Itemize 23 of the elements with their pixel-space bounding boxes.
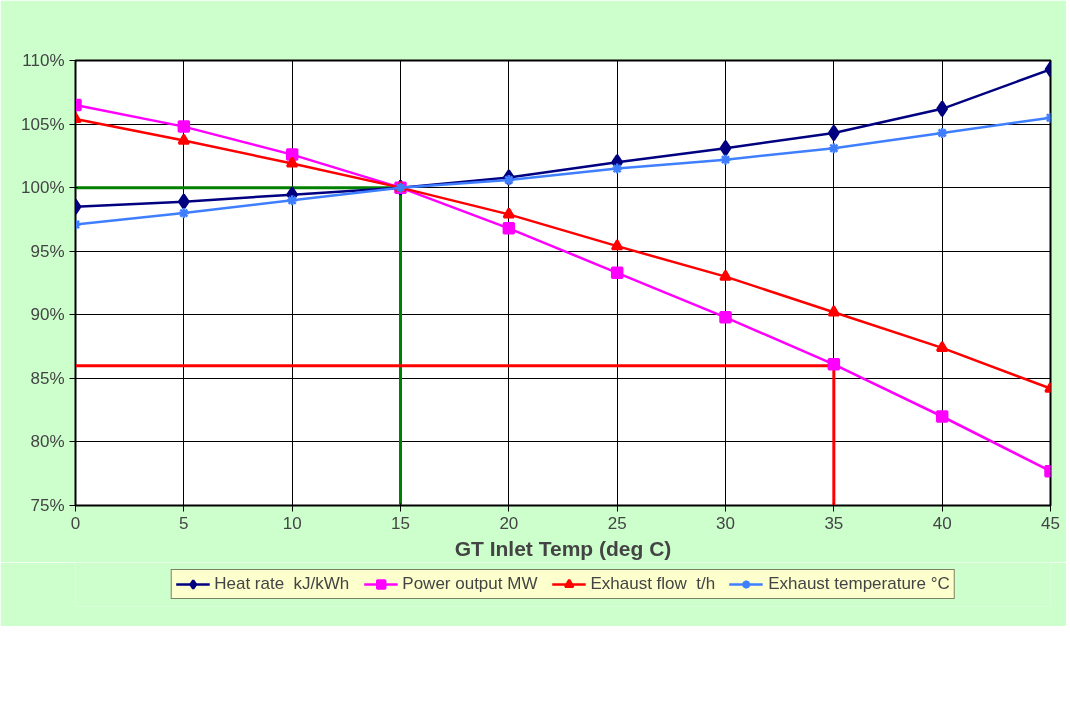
x-tick-label: 30 (716, 513, 735, 533)
x-tick-label: 0 (70, 513, 81, 533)
legend-label: Exhaust flow t/h (590, 574, 716, 594)
y-tick-label: 75% (30, 496, 65, 515)
x-tick-label: 40 (932, 513, 952, 533)
y-tick-label: 110% (22, 51, 65, 70)
y-tick-label: 105% (21, 114, 65, 134)
x-tick-label: 35 (824, 513, 844, 533)
legend-label: Exhaust temperature °C (768, 574, 950, 594)
x-axis-title: GT Inlet Temp (deg C) (454, 536, 672, 560)
y-tick-label: 80% (30, 432, 65, 452)
y-tick-label: 90% (30, 305, 65, 325)
y-tick-label: 85% (30, 368, 65, 388)
x-tick-label: 10 (282, 513, 302, 533)
x-tick-label: 20 (499, 513, 519, 533)
y-tick-label: 100% (21, 178, 65, 198)
y-tick-label: 95% (30, 241, 65, 261)
x-tick-label: 45 (1041, 513, 1060, 533)
x-tick-label: 25 (607, 513, 627, 533)
x-tick-label: 5 (179, 513, 189, 533)
legend-label: Heat rate kJ/kWh (214, 574, 350, 594)
legend-label: Power output MW (402, 574, 538, 594)
x-tick-label: 15 (391, 513, 410, 533)
